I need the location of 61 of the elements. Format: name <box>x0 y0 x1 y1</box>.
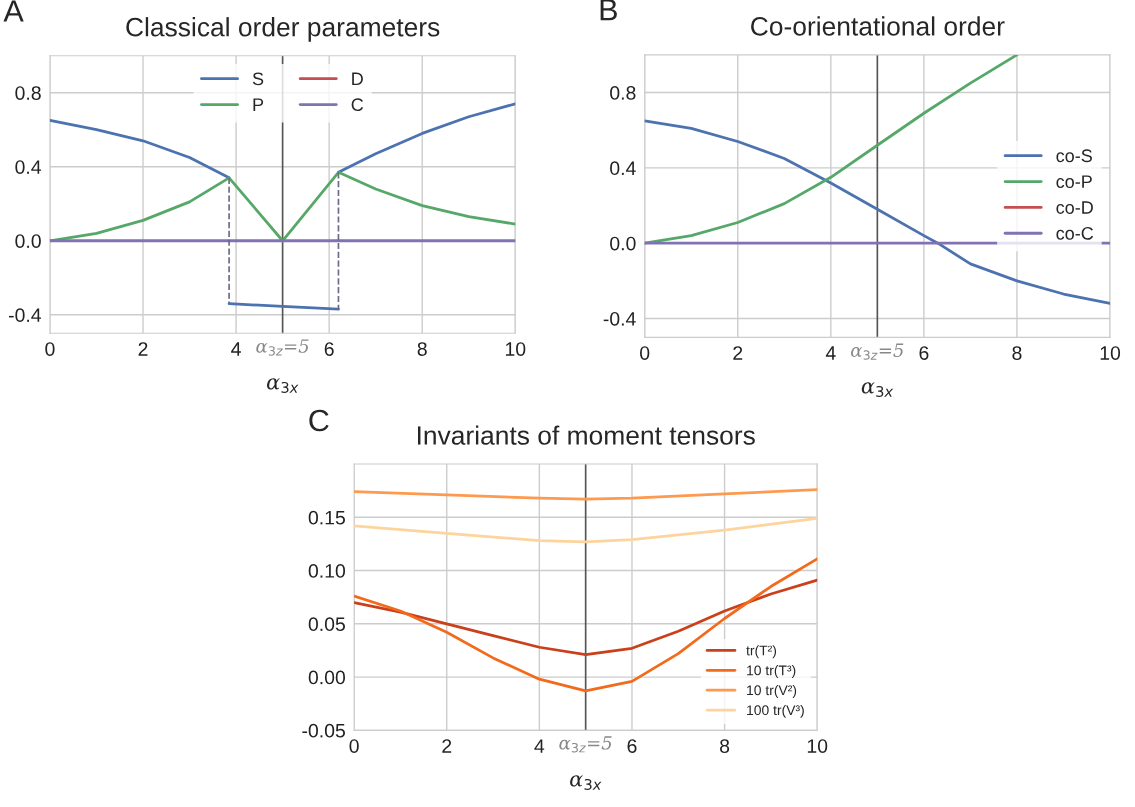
x-tick-label: 8 <box>720 739 730 753</box>
text: C <box>309 409 329 432</box>
text: A <box>3 0 24 22</box>
x-tick-label: 0 <box>640 346 650 360</box>
line-series <box>49 119 231 180</box>
x-axis-title: α$_{3x}$ <box>267 378 299 393</box>
y-tick-label: 0.4 <box>15 160 42 174</box>
legend-label: 100 tr(V³) <box>747 704 804 718</box>
x-tick-label: 2 <box>733 346 743 360</box>
x-tick-label: 4 <box>534 739 545 753</box>
x-tick-label: 8 <box>1012 346 1022 360</box>
chart-title: Co-orientational order <box>751 16 1005 36</box>
text: B <box>600 0 617 21</box>
x-tick-label: 0 <box>349 739 359 753</box>
x-tick-label: 2 <box>442 739 452 753</box>
y-tick-label: 0.05 <box>308 617 345 632</box>
line-series <box>644 119 1111 305</box>
y-tick-label: -0.4 <box>8 308 42 323</box>
y-tick-label: 0.8 <box>15 86 41 100</box>
y-tick-label: 0.0 <box>15 234 41 248</box>
ref-line-label: α$_{3z}$=5 <box>256 339 309 356</box>
line-series <box>354 578 818 657</box>
y-tick-label: -0.05 <box>302 723 345 738</box>
x-axis-title: α$_{3x}$ <box>570 775 602 790</box>
chart-title: Invariants of moment tensors <box>417 425 755 445</box>
legend-label: 10 tr(T³) <box>747 665 796 679</box>
y-tick-label: 0.00 <box>308 670 346 685</box>
line-series <box>354 488 818 501</box>
x-tick-label: 6 <box>919 346 929 360</box>
line-series <box>644 54 1019 245</box>
x-axis-title: α$_{3x}$ <box>861 382 894 397</box>
legend-label: D <box>352 72 363 86</box>
legend-label: C <box>351 98 364 112</box>
legend-label: P <box>253 98 264 111</box>
legend-label: co-C <box>1056 226 1094 240</box>
legend-label: co-D <box>1056 201 1093 214</box>
ref-line-label: α$_{3z}$=5 <box>559 736 612 753</box>
y-tick-label: 0.0 <box>610 236 636 251</box>
y-tick-label: 0.15 <box>308 510 345 525</box>
x-tick-label: 8 <box>417 342 427 356</box>
y-tick-label: 0.8 <box>610 86 636 100</box>
x-tick-label: 10 <box>1100 346 1121 360</box>
ref-line-label: α$_{3z}$=5 <box>851 343 904 360</box>
y-tick-label: 0.10 <box>308 564 346 578</box>
legend-label: S <box>252 72 264 86</box>
y-tick-label: -0.4 <box>603 311 636 326</box>
x-tick-label: 2 <box>138 342 148 356</box>
x-tick-label: 10 <box>807 739 828 753</box>
line-series <box>354 516 818 544</box>
legend-label: co-P <box>1056 175 1092 189</box>
x-tick-label: 6 <box>324 342 334 356</box>
legend-label: 10 tr(V²) <box>747 685 797 698</box>
x-tick-label: 4 <box>825 346 836 360</box>
chart-title: Classical order parameters <box>126 17 440 42</box>
x-tick-label: 4 <box>231 342 241 356</box>
legend-label: tr(T²) <box>746 645 777 659</box>
y-tick-label: 0.4 <box>610 161 636 176</box>
x-tick-label: 10 <box>505 342 526 356</box>
legend-label: co-S <box>1056 149 1092 163</box>
x-tick-label: 0 <box>45 342 55 356</box>
x-tick-label: 6 <box>627 739 637 753</box>
